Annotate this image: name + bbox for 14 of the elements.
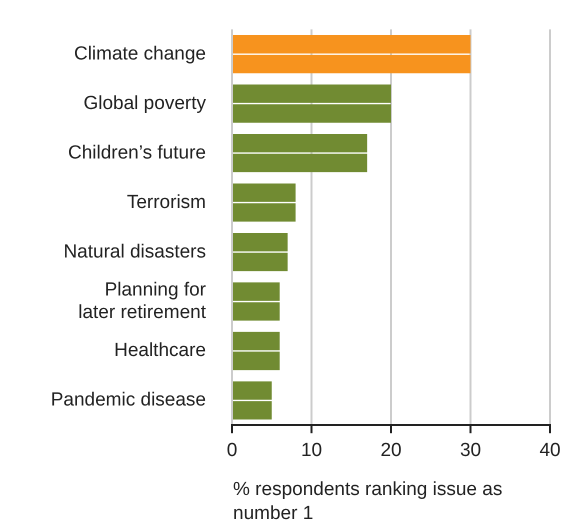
x-tick-label: 30	[460, 440, 482, 461]
y-tick-label: Healthcare	[114, 340, 206, 362]
x-axis-title: % respondents ranking issue as number 1	[233, 478, 504, 526]
y-tick-label: Terrorism	[126, 192, 206, 213]
x-tick-label: 10	[300, 440, 322, 461]
y-tick-label: Global poverty	[83, 92, 206, 114]
x-tick-label: 20	[380, 440, 402, 461]
y-tick-label: Climate change	[74, 43, 206, 64]
y-tick-label: Pandemic disease	[50, 390, 206, 411]
y-tick-label: Children’s future	[68, 142, 206, 164]
x-tick-label: 0	[226, 440, 238, 461]
y-tick-label: Natural disasters	[63, 241, 206, 262]
x-tick-label: 40	[539, 440, 561, 461]
y-tick-label: Planning for later retirement	[78, 279, 207, 324]
